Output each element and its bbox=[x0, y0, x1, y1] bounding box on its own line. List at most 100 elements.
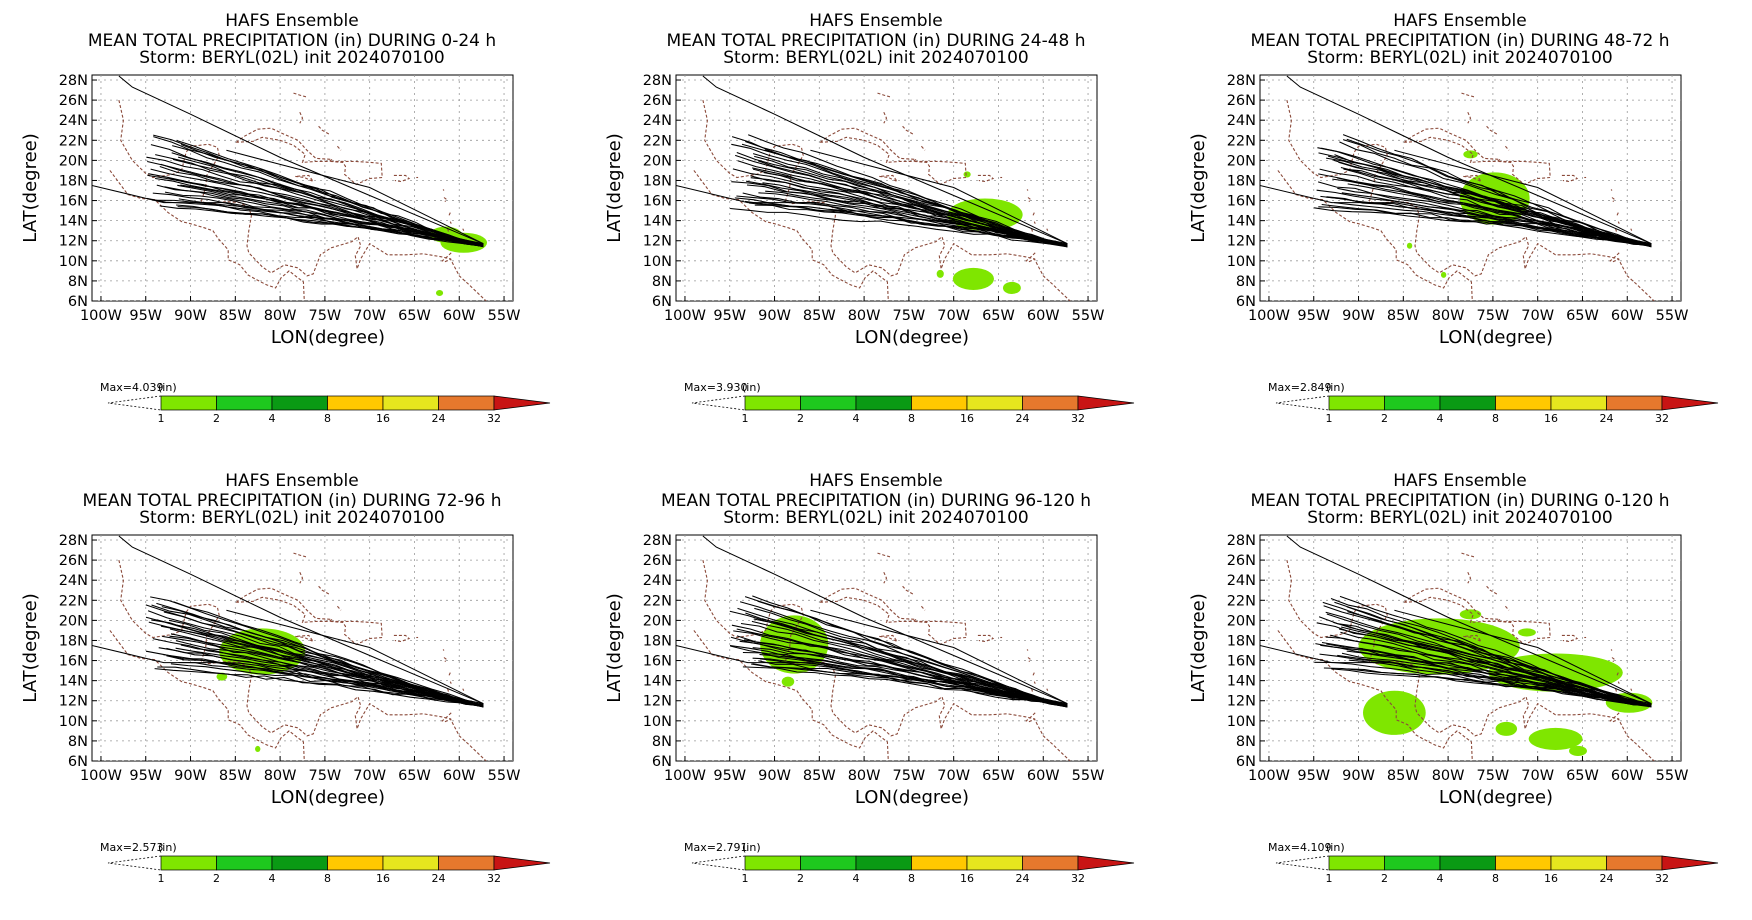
panel-title: HAFS Ensemble bbox=[1393, 11, 1526, 31]
ensemble-track bbox=[150, 596, 484, 708]
coastline bbox=[318, 125, 330, 135]
precip-area bbox=[963, 171, 971, 178]
y-tick-label: 10N bbox=[1227, 254, 1256, 270]
y-tick-label: 28N bbox=[1227, 533, 1256, 549]
ensemble-track bbox=[1314, 661, 1652, 707]
colorbar-level-label: 16 bbox=[376, 872, 390, 885]
colorbar-level-label: 1 bbox=[1326, 872, 1333, 885]
x-tick-label: 55W bbox=[1656, 768, 1689, 784]
colorbar-bin bbox=[271, 395, 328, 411]
y-axis-label: LAT(degree) bbox=[1188, 133, 1209, 242]
colorbar-bin bbox=[1022, 395, 1079, 411]
y-tick-label: 18N bbox=[1227, 173, 1256, 189]
colorbar-lower-extend bbox=[691, 855, 746, 871]
colorbar-bin bbox=[271, 855, 328, 871]
x-tick-label: 85W bbox=[219, 768, 252, 784]
ensemble-track bbox=[1336, 177, 1652, 246]
coastline bbox=[330, 620, 383, 646]
y-tick-label: 20N bbox=[643, 153, 672, 169]
y-tick-label: 28N bbox=[1227, 73, 1256, 89]
colorbar-level-label: 8 bbox=[908, 412, 915, 425]
ensemble-track bbox=[810, 149, 1068, 245]
coastline bbox=[879, 174, 899, 183]
x-tick-label: 90W bbox=[758, 768, 791, 784]
y-tick-label: 26N bbox=[643, 553, 672, 569]
ensemble-track bbox=[1260, 184, 1652, 245]
x-tick-label: 85W bbox=[1387, 768, 1420, 784]
ensemble-track bbox=[180, 644, 484, 706]
colorbar-bin bbox=[1384, 855, 1441, 871]
x-tick-label: 65W bbox=[982, 768, 1015, 784]
y-tick-label: 8N bbox=[652, 734, 672, 750]
ensemble-track bbox=[1286, 75, 1652, 245]
ensemble-track bbox=[758, 192, 1068, 247]
y-axis-label: LAT(degree) bbox=[604, 593, 625, 702]
colorbar-lower-extend bbox=[1275, 395, 1330, 411]
panel-subtitle: MEAN TOTAL PRECIPITATION (in) DURING 0-1… bbox=[1250, 491, 1669, 511]
x-tick-label: 65W bbox=[398, 768, 431, 784]
y-tick-label: 24N bbox=[59, 573, 88, 589]
ensemble-track bbox=[751, 167, 1068, 247]
y-tick-label: 10N bbox=[59, 254, 88, 270]
colorbar-unit: (in) bbox=[1326, 381, 1345, 394]
colorbar-level-label: 24 bbox=[432, 872, 446, 885]
coastline bbox=[920, 605, 926, 611]
x-tick-label: 95W bbox=[713, 768, 746, 784]
x-tick-label: 55W bbox=[488, 308, 521, 324]
colorbar-bin bbox=[911, 395, 968, 411]
coastline bbox=[447, 688, 450, 692]
colorbar-bin bbox=[382, 855, 439, 871]
x-tick-label: 65W bbox=[1566, 768, 1599, 784]
colorbar-level-label: 24 bbox=[1016, 412, 1030, 425]
colorbar-bin bbox=[1328, 395, 1385, 411]
colorbar-level-label: 24 bbox=[1600, 412, 1614, 425]
panel-storm-line: Storm: BERYL(02L) init 2024070100 bbox=[723, 48, 1028, 68]
x-tick-label: 75W bbox=[892, 768, 925, 784]
x-tick-label: 85W bbox=[1387, 308, 1420, 324]
ensemble-track bbox=[147, 160, 484, 247]
colorbar-bin bbox=[1439, 855, 1496, 871]
colorbar-level-label: 2 bbox=[797, 872, 804, 885]
colorbar-bin bbox=[160, 855, 217, 871]
coastline bbox=[877, 92, 892, 98]
x-tick-label: 80W bbox=[1432, 768, 1465, 784]
precip-area bbox=[781, 676, 795, 687]
x-tick-label: 65W bbox=[982, 308, 1015, 324]
colorbar-level-label: 24 bbox=[432, 412, 446, 425]
ensemble-track bbox=[731, 624, 1068, 707]
y-tick-label: 12N bbox=[1227, 694, 1256, 710]
ensemble-track bbox=[1330, 598, 1652, 708]
x-tick-label: 95W bbox=[713, 308, 746, 324]
colorbar-level-label: 1 bbox=[158, 872, 165, 885]
x-tick-label: 60W bbox=[1027, 768, 1060, 784]
x-tick-label: 85W bbox=[803, 308, 836, 324]
y-tick-label: 16N bbox=[59, 654, 88, 670]
coastline bbox=[1463, 634, 1483, 643]
x-tick-label: 95W bbox=[129, 768, 162, 784]
y-tick-label: 28N bbox=[643, 533, 672, 549]
map-layer bbox=[676, 75, 1097, 301]
x-tick-label: 55W bbox=[1072, 308, 1105, 324]
coastline bbox=[295, 174, 315, 183]
colorbar-level-label: 1 bbox=[742, 872, 749, 885]
map-panel-3: HAFS Ensemble MEAN TOTAL PRECIPITATION (i… bbox=[1168, 0, 1752, 460]
ensemble-track bbox=[810, 609, 1068, 705]
colorbar-level-label: 32 bbox=[1071, 412, 1085, 425]
colorbar-level-label: 2 bbox=[797, 412, 804, 425]
ensemble-track bbox=[702, 535, 1068, 705]
colorbar-level-label: 32 bbox=[1071, 872, 1085, 885]
y-tick-label: 6N bbox=[652, 294, 672, 310]
colorbar-level-label: 32 bbox=[1655, 872, 1669, 885]
coastline bbox=[1498, 160, 1551, 186]
coastline bbox=[442, 649, 445, 651]
x-tick-label: 90W bbox=[174, 768, 207, 784]
coastline bbox=[1031, 212, 1035, 217]
x-tick-label: 80W bbox=[848, 768, 881, 784]
colorbar-bin bbox=[1495, 395, 1552, 411]
ensemble-track bbox=[744, 596, 1068, 706]
y-tick-label: 26N bbox=[59, 93, 88, 109]
precip-area bbox=[936, 269, 944, 278]
panel-title: HAFS Ensemble bbox=[225, 471, 358, 491]
